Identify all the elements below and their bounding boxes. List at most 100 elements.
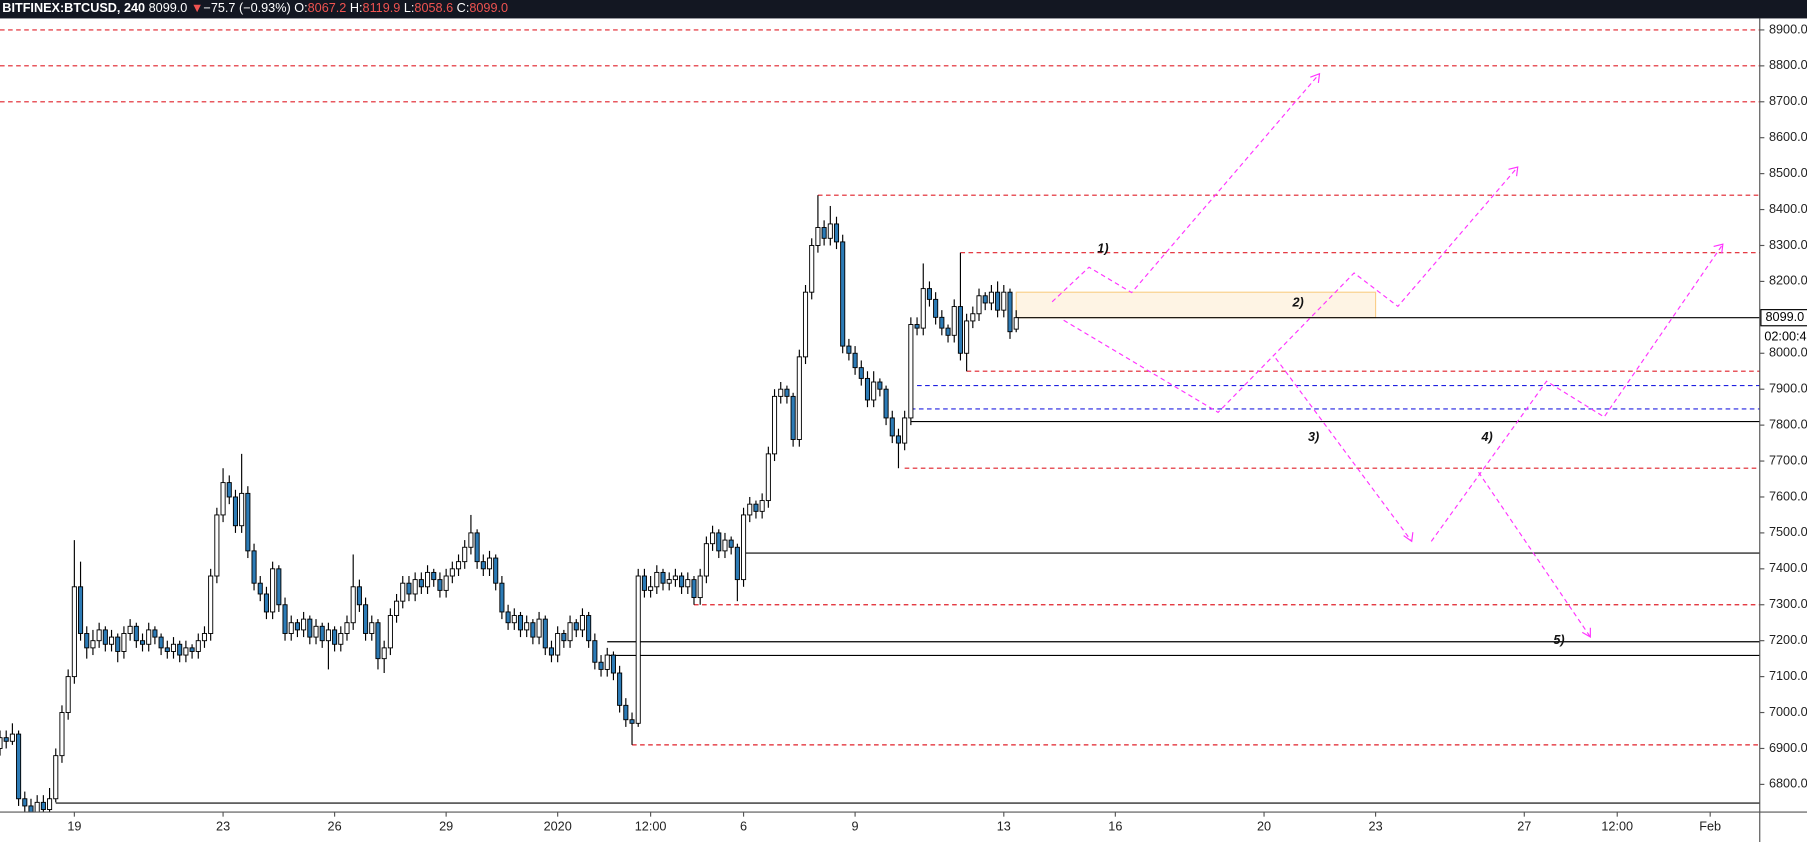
y-tick-label: 7500.0 [1769,525,1807,539]
candle-body [34,801,40,813]
candle-body [412,579,418,595]
candle-body [889,417,895,437]
candle-body [734,546,740,581]
candle-body [474,532,480,563]
x-tick-label: 16 [1108,819,1122,833]
candle-body [226,482,232,498]
x-tick-label: 29 [439,819,453,833]
x-tick-label: 20 [1257,819,1271,833]
candle-body [672,575,678,581]
annotation: 1) [1097,241,1108,255]
y-tick-label: 8900.0 [1769,22,1807,36]
price-label: 8099.0 [1766,310,1805,324]
y-tick-label: 7700.0 [1769,453,1807,467]
candle-body [418,579,424,588]
candle-body [468,532,474,548]
x-tick-label: 2020 [544,819,572,833]
candle-body [208,575,214,634]
candle-body [356,586,362,606]
candle-body [871,381,877,401]
y-tick-label: 7200.0 [1769,633,1807,647]
annotation: 4) [1480,430,1492,444]
y-tick-label: 8200.0 [1769,274,1807,288]
candle-body [914,324,920,329]
candle-body [245,492,251,552]
candle-body [951,306,957,336]
candle-body [270,568,276,613]
candle-body [617,672,623,706]
candle-body [332,629,338,645]
candle-body [294,622,300,631]
arrow-path [1478,471,1591,638]
candle-body [610,654,616,674]
y-tick-label: 6800.0 [1769,777,1807,791]
candle-body [741,514,747,581]
arrow-path [1051,73,1320,303]
candle-body [548,647,555,656]
candle-body [784,388,790,397]
candle-body [933,298,939,318]
header: BITFINEX:BTCUSD, 240 8099.0 ▼−75.7 (−0.9… [2,2,508,16]
candle-body [654,571,660,588]
candle-body [71,586,77,678]
candle-body [313,625,319,638]
header-bar [0,0,1807,19]
candle-body [796,356,802,440]
candle-body [183,647,189,656]
candle-body [666,579,672,584]
candle-body [108,636,115,645]
change: −75.7 (−0.93%) [203,2,290,16]
candle-body [883,388,889,419]
candle-body [716,532,722,552]
candle-body [573,622,579,631]
candle-body [164,647,170,652]
candle-body [747,503,753,516]
candle-body [691,579,697,599]
candle-body [1013,317,1019,330]
y-tick-label: 8500.0 [1769,166,1807,180]
candle-body [170,643,177,652]
candle-body [710,532,716,545]
candle-body [9,733,15,742]
candle-body [22,798,28,807]
candle-body [102,629,108,645]
candle-body [623,704,629,721]
candle-body [96,629,102,642]
candle-body [517,615,524,631]
y-tick-label: 7900.0 [1769,382,1807,396]
candle-body [877,381,883,390]
arrow-head [1581,627,1591,638]
candle-body [121,633,127,652]
candle-body [753,503,759,512]
candle-body [381,647,387,660]
candle-body [970,313,976,322]
candle-body [995,291,1001,311]
candle-body [685,579,691,588]
x-tick-label: 6 [740,819,747,833]
candle-body [802,291,809,358]
candle-body [177,643,183,656]
candle-body [133,625,139,642]
x-tick-label: 19 [67,819,81,833]
candle-body [350,586,356,624]
candle-body [939,316,945,329]
candle-body [505,611,511,624]
candle-body [536,618,542,638]
c-label: C: [457,2,470,16]
candle-body [47,798,53,810]
y-tick-label: 8400.0 [1769,202,1807,216]
annotation: 2) [1291,295,1303,309]
candle-body [195,640,201,652]
scenario-arrows [1051,72,1724,638]
candle-body [152,629,158,638]
candle-body [976,295,982,315]
candle-body [462,546,468,563]
candle-body [964,320,970,354]
candle-body [809,245,815,293]
last-price: 8099.0 [149,2,188,16]
candle-body [827,223,833,239]
arrow-head [1310,72,1321,84]
candle-body [858,367,864,379]
candle-body [449,568,455,577]
y-tick-label: 7400.0 [1769,561,1807,575]
